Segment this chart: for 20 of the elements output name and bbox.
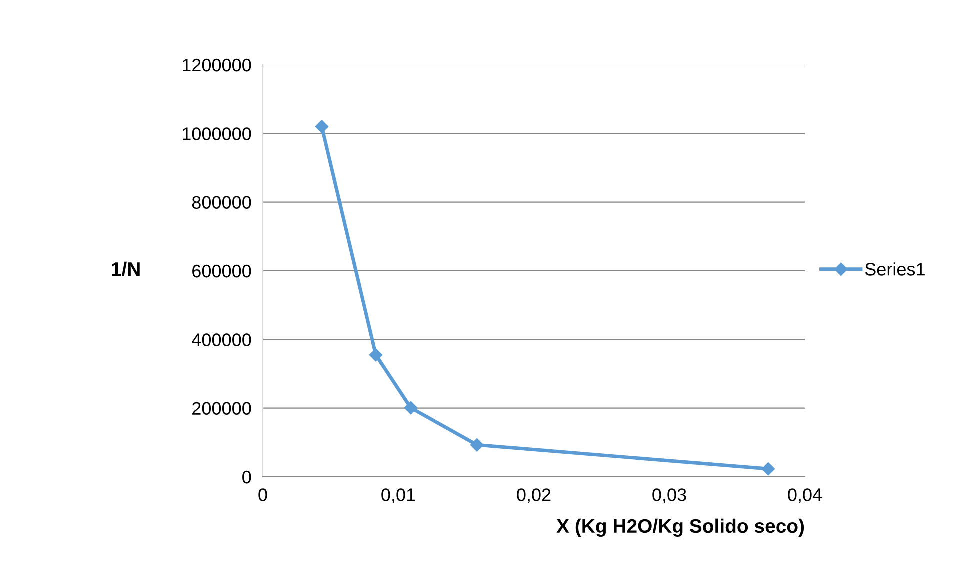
point <box>470 438 484 452</box>
point <box>762 462 776 476</box>
legend-label: Series1 <box>865 262 925 276</box>
point <box>315 120 329 134</box>
y-tick-label: 1200000 <box>182 58 252 72</box>
x-tick-label: 0,01 <box>382 488 416 504</box>
y-tick-label: 1000000 <box>182 128 252 140</box>
x-tick-label: 0,04 <box>788 488 822 504</box>
y-tick-label: 400000 <box>192 334 252 346</box>
x-tick-label: 0 <box>258 488 268 502</box>
point <box>369 348 383 362</box>
x-tick-label: 0,02 <box>517 488 551 504</box>
y-tick-label: 0 <box>242 470 252 484</box>
point <box>404 401 418 415</box>
y-axis-title: 1/N <box>112 262 140 276</box>
y-tick-label: 800000 <box>192 196 252 210</box>
y-tick-label: 200000 <box>192 402 252 416</box>
x-tick-label: 0,03 <box>652 488 686 504</box>
y-tick-label: 600000 <box>192 264 252 278</box>
x-axis-title: X (Kg H2O/Kg Solido seco) <box>556 518 804 538</box>
